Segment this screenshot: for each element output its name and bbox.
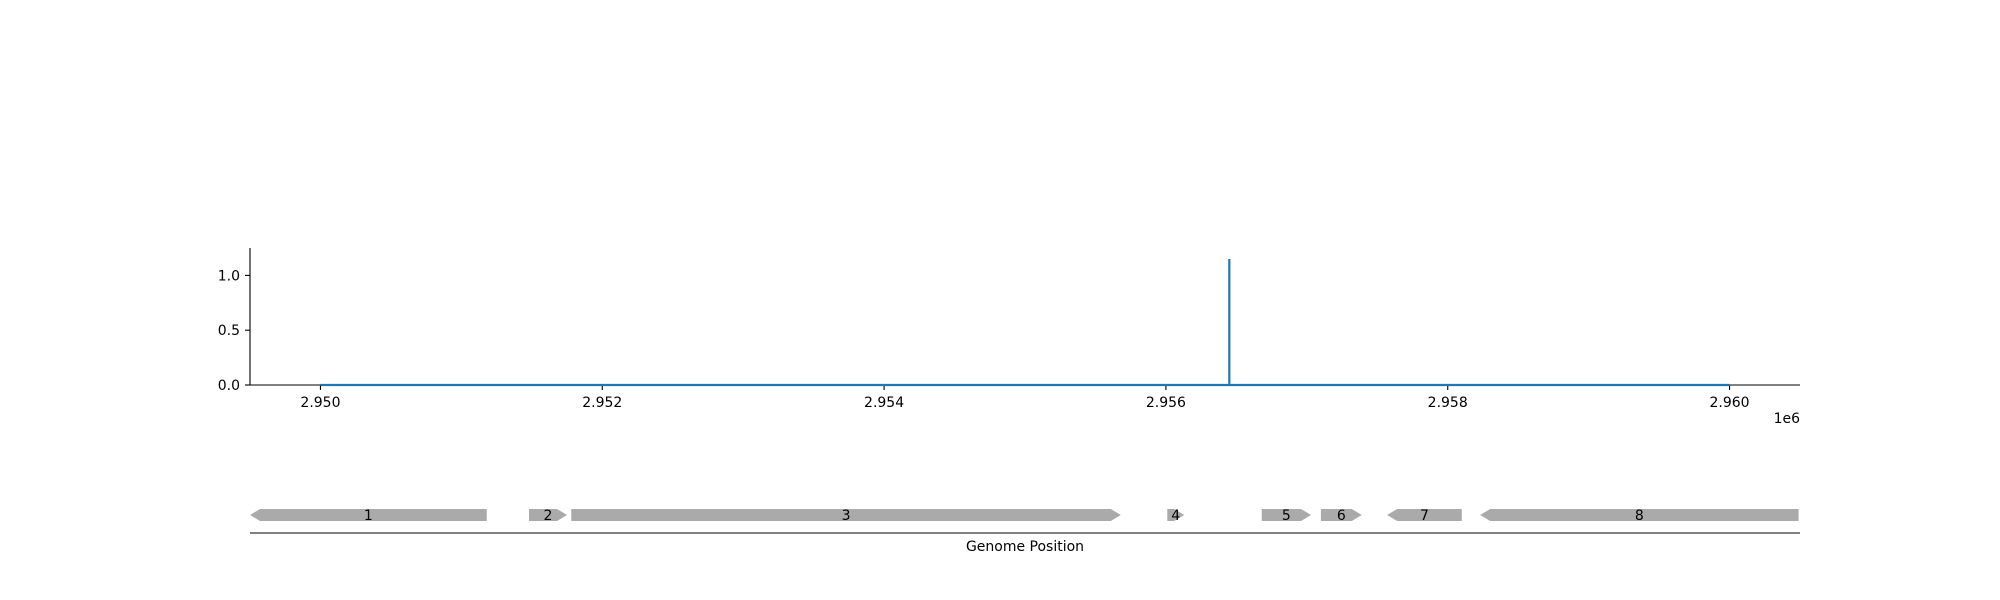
- x-axis-label: Genome Position: [966, 539, 1084, 555]
- gene-track: 1 2 3 4 5 6 7 8 Genome Position: [250, 508, 1800, 555]
- gene-label: 7: [1420, 508, 1429, 524]
- x-tick-label: 2.950: [300, 395, 340, 411]
- y-tick-label: 0.5: [218, 323, 240, 339]
- gene-label: 3: [842, 508, 851, 524]
- gene-arrow: [250, 509, 487, 521]
- plot-axes: [249, 248, 1800, 386]
- coverage-plot: 2.950 2.952 2.954 2.956 2.958 2.960 1e6 0.0 0.5 1…: [218, 248, 1800, 427]
- gene-label: 1: [364, 508, 373, 524]
- x-tick-label: 2.960: [1709, 395, 1749, 411]
- gene-arrow: [1261, 509, 1312, 521]
- x-tick-label: 2.952: [582, 395, 622, 411]
- coverage-line: [320, 258, 1730, 387]
- gene-arrow: [1167, 509, 1185, 521]
- gene-label: 5: [1282, 508, 1291, 524]
- gene-arrow: [571, 509, 1121, 521]
- gene-arrow: [1387, 509, 1462, 521]
- gene-arrow: [529, 509, 568, 521]
- y-tick-label: 0.0: [218, 378, 240, 394]
- x-tick-label: 2.954: [864, 395, 904, 411]
- gene-label: 8: [1635, 508, 1644, 524]
- x-tick-label: 2.958: [1428, 395, 1468, 411]
- x-tick-label: 2.956: [1146, 395, 1186, 411]
- gene-label: 2: [544, 508, 553, 524]
- x-offset-label: 1e6: [1774, 411, 1801, 427]
- gene-arrow: [1320, 509, 1362, 521]
- gene-arrow: [1480, 509, 1799, 521]
- y-tick-label: 1.0: [218, 268, 240, 284]
- gene-label: 4: [1171, 508, 1180, 524]
- gene-label: 6: [1337, 508, 1346, 524]
